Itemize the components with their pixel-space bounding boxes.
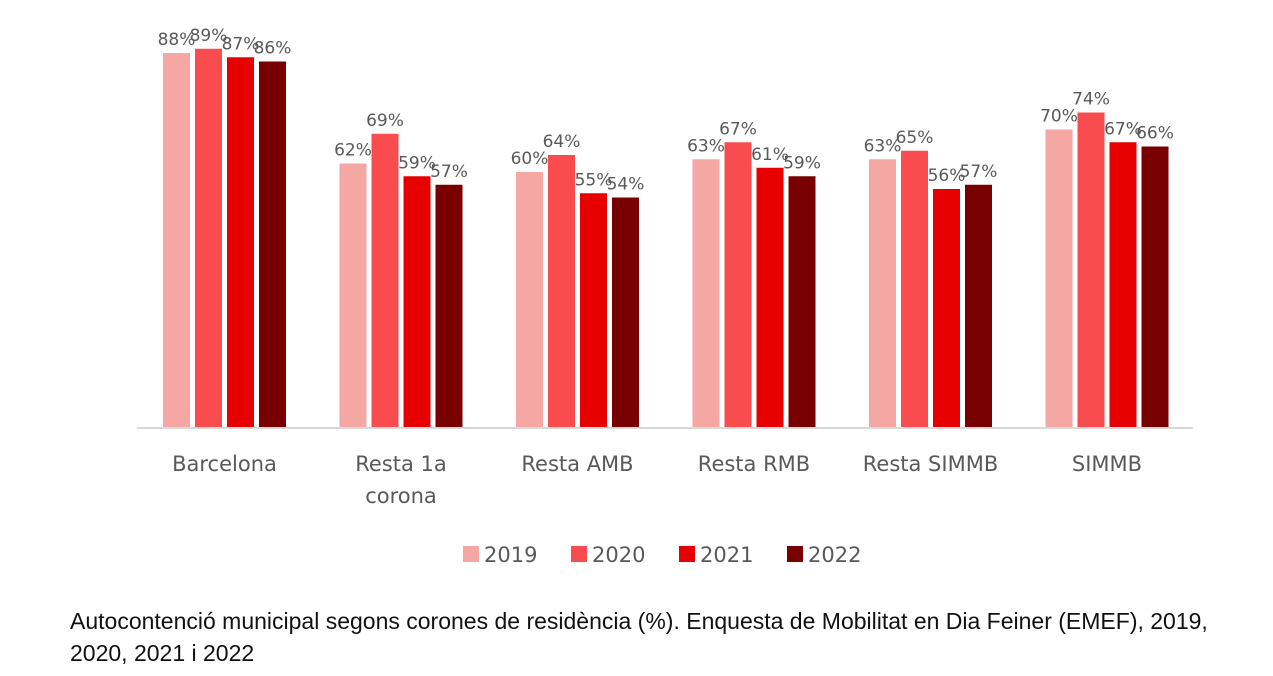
bar-2019-1 [339, 163, 367, 427]
legend: 2019 2020 2021 2022 [463, 543, 861, 567]
data-label-2019-2: 60% [511, 149, 549, 169]
data-label-2020-5: 74% [1072, 90, 1110, 110]
data-label-2021-3: 61% [751, 145, 789, 165]
bar-2020-5 [1077, 112, 1105, 427]
bar-2020-2 [548, 155, 575, 427]
legend-swatch-2021 [679, 546, 695, 562]
legend-swatch-2019 [463, 546, 479, 562]
legend-label-2020: 2020 [592, 543, 645, 567]
bar-2021-3 [756, 167, 784, 427]
bar-2022-4 [965, 184, 992, 427]
data-label-2021-0: 87% [222, 34, 260, 54]
data-label-2022-2: 54% [607, 175, 645, 195]
bar-2020-0 [195, 48, 222, 427]
bar-2019-3 [692, 159, 720, 427]
data-label-2019-0: 88% [158, 30, 196, 50]
data-label-2021-2: 55% [575, 170, 613, 190]
bar-2019-5 [1045, 129, 1073, 427]
data-label-2022-5: 66% [1136, 124, 1174, 144]
data-label-2021-1: 59% [398, 153, 436, 173]
legend-swatch-2022 [787, 546, 803, 562]
x-tick-label-4: Resta SIMMB [863, 452, 998, 476]
x-tick-label-1: Resta 1a corona [355, 452, 447, 508]
x-tick-label-5: SIMMB [1072, 452, 1142, 476]
data-label-2022-4: 57% [960, 162, 998, 182]
bar-2019-4 [869, 159, 896, 427]
data-label-2019-5: 70% [1040, 107, 1078, 127]
bar-2021-4 [933, 189, 960, 427]
data-label-2020-3: 67% [719, 119, 757, 139]
bar-2021-0 [227, 57, 254, 427]
bar-2021-2 [580, 193, 607, 427]
data-label-2021-4: 56% [928, 166, 966, 186]
bar-2022-3 [788, 176, 816, 427]
x-tick-label-3: Resta RMB [698, 452, 810, 476]
data-label-2020-2: 64% [543, 132, 581, 152]
legend-label-2022: 2022 [808, 543, 861, 567]
data-label-2022-0: 86% [254, 39, 292, 59]
x-tick-labels-group: Barcelona Resta 1a corona Resta AMB Resta RM… [172, 452, 1142, 508]
data-label-2022-1: 57% [430, 162, 468, 182]
bar-2021-1 [403, 176, 431, 427]
bar-2022-2 [612, 197, 639, 427]
data-label-2020-4: 65% [896, 128, 934, 148]
figure-caption: Autocontenció municipal segons corones d… [70, 608, 1208, 666]
bars-group [163, 48, 1169, 427]
legend-label-2019: 2019 [484, 543, 537, 567]
data-label-2020-1: 69% [366, 111, 404, 131]
bar-2020-3 [724, 142, 752, 427]
data-label-2020-0: 89% [190, 26, 228, 46]
data-label-2019-1: 62% [334, 141, 372, 161]
data-label-2022-3: 59% [783, 153, 821, 173]
bar-2019-2 [516, 172, 543, 427]
x-tick-label-2: Resta AMB [521, 452, 633, 476]
bar-2022-0 [259, 61, 286, 427]
x-tick-label-0: Barcelona [172, 452, 277, 476]
bar-2020-4 [901, 150, 928, 427]
legend-swatch-2020 [571, 546, 587, 562]
data-label-2021-5: 67% [1104, 119, 1142, 139]
bar-chart: 88%89%87%86%62%69%59%57%60%64%55%54%63%6… [137, 26, 1193, 567]
bar-2022-5 [1141, 146, 1169, 427]
legend-label-2021: 2021 [700, 543, 753, 567]
data-label-2019-3: 63% [687, 136, 725, 156]
data-labels-group: 88%89%87%86%62%69%59%57%60%64%55%54%63%6… [158, 26, 1174, 195]
bar-2021-5 [1109, 142, 1137, 427]
bar-2020-1 [371, 133, 399, 427]
bar-2019-0 [163, 53, 190, 427]
data-label-2019-4: 63% [864, 136, 902, 156]
bar-2022-1 [435, 184, 463, 427]
